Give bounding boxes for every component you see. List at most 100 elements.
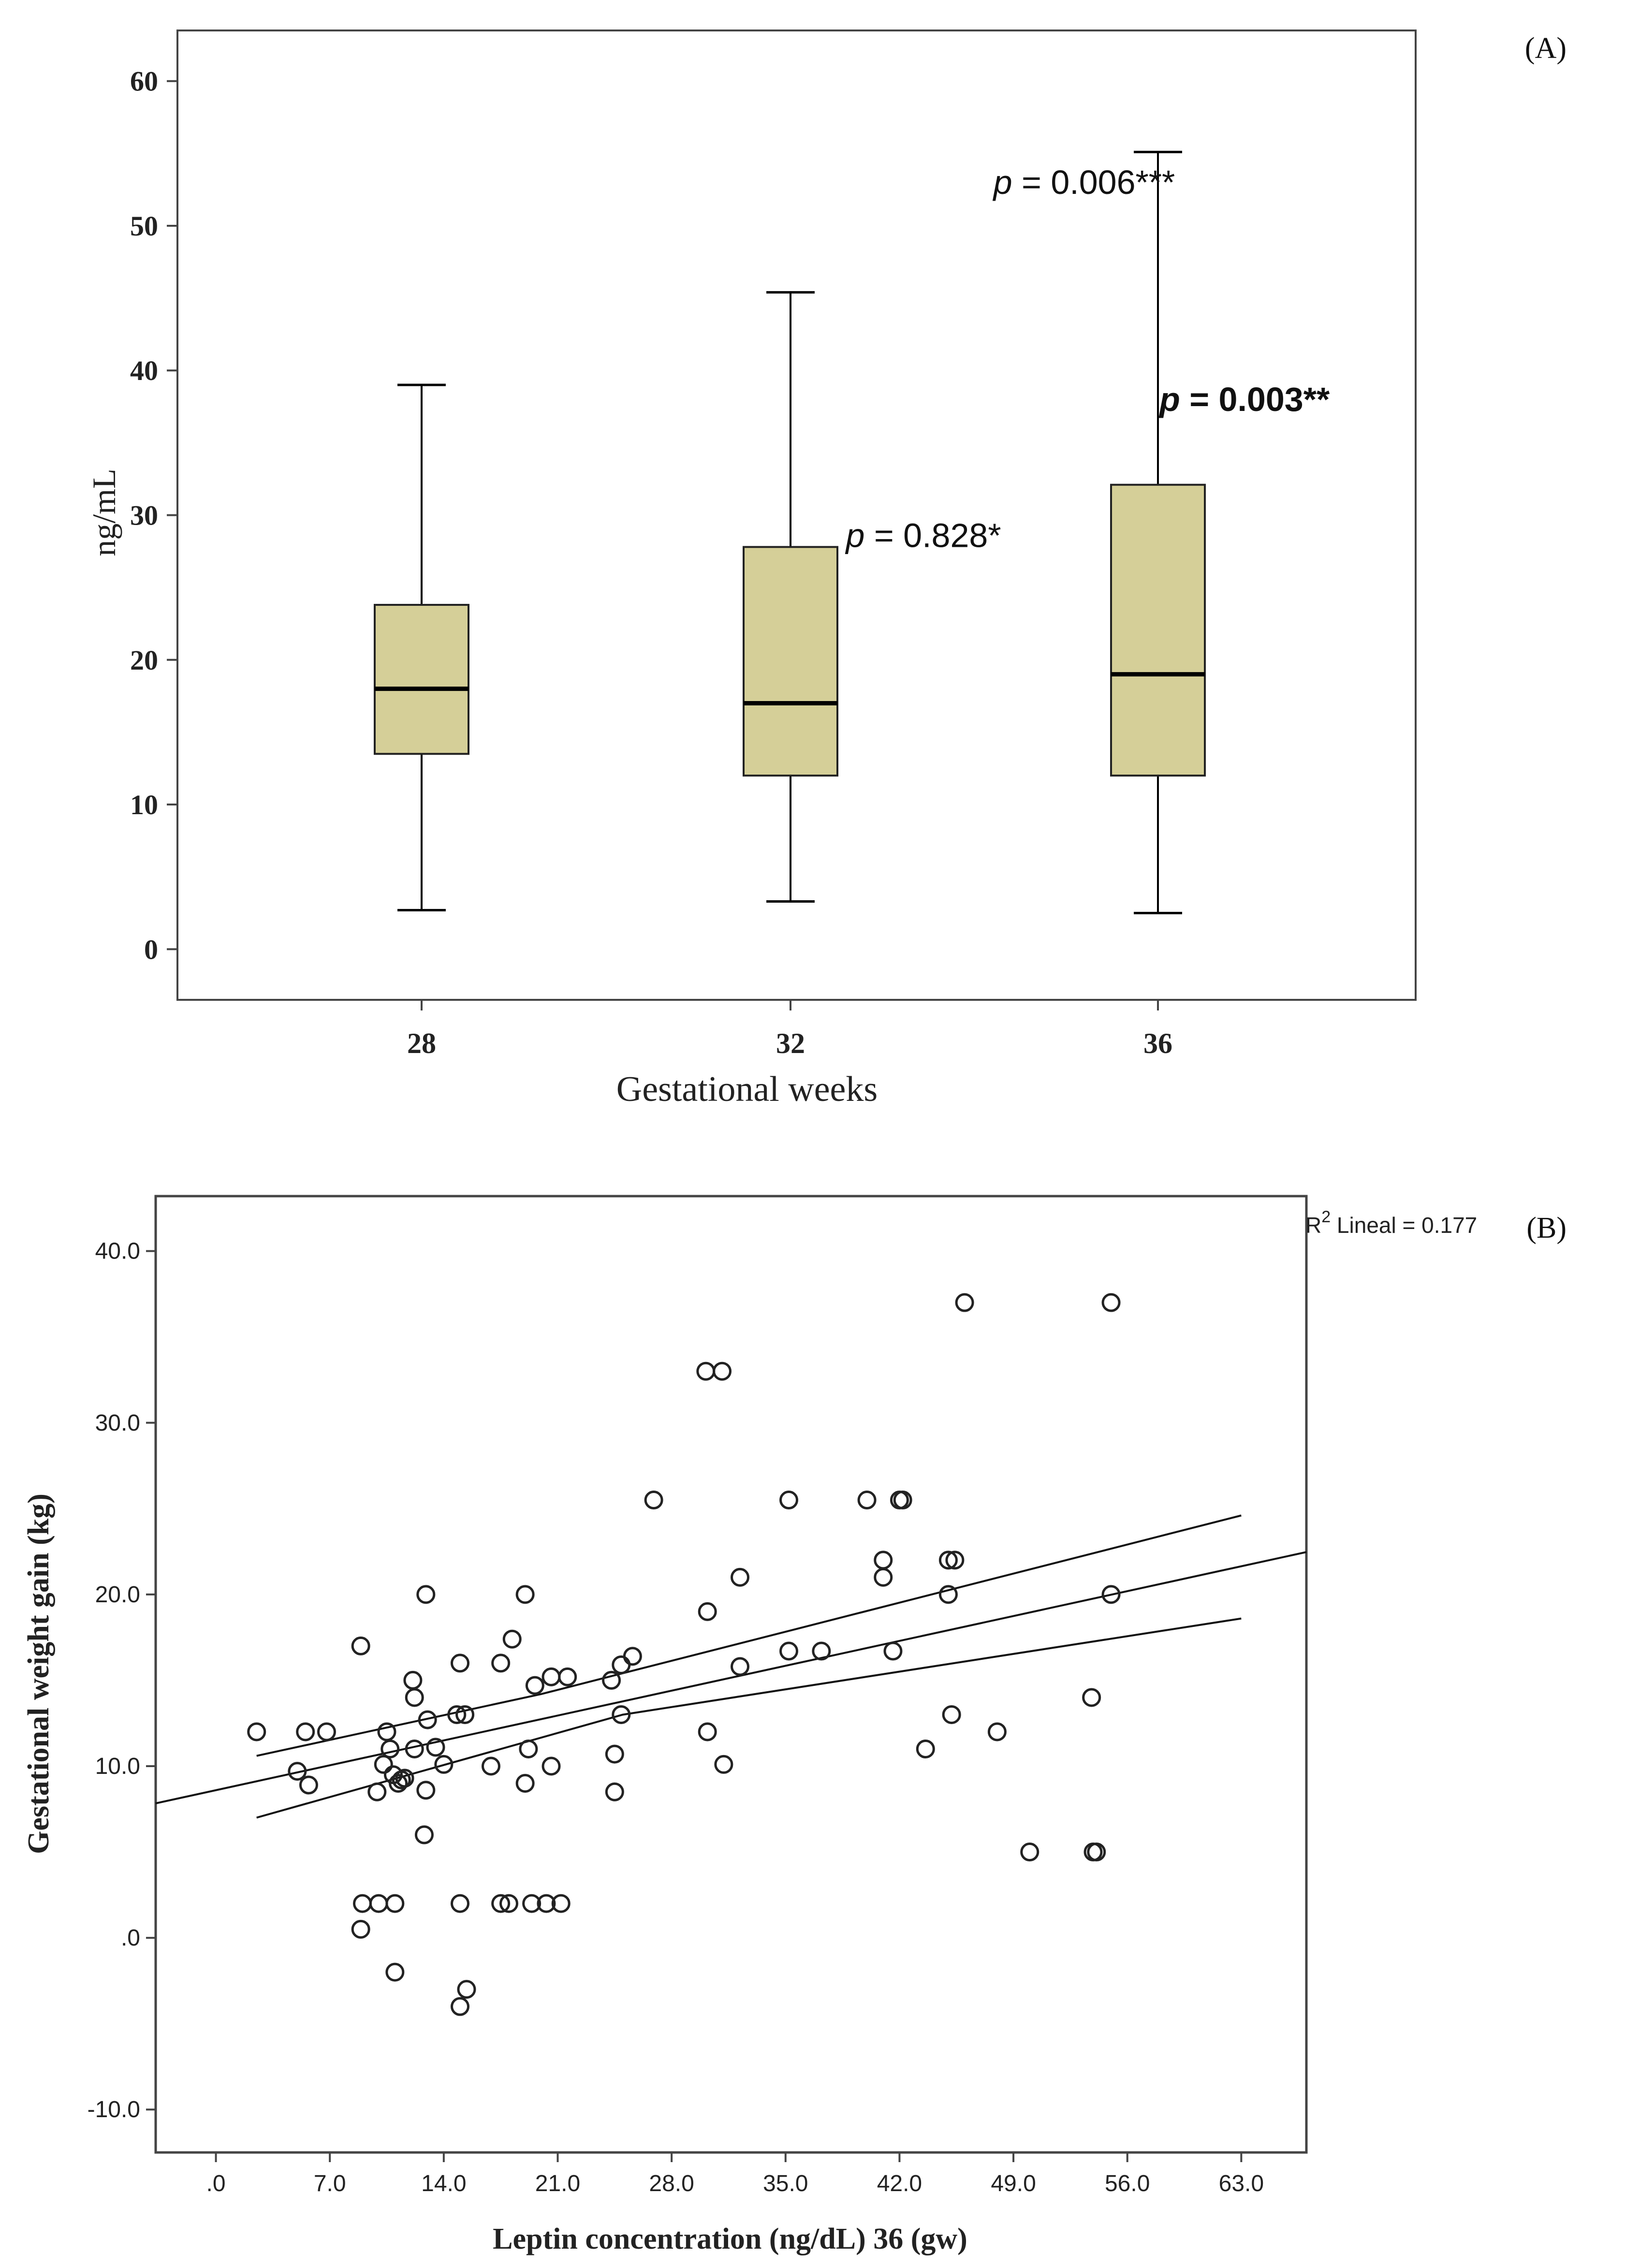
data-point [812,1641,831,1661]
data-point [434,1755,454,1774]
data-point [857,1491,877,1510]
data-point [447,1705,467,1724]
data-point [457,1980,476,1999]
panel-a-x-tick-label: 28 [407,1027,436,1059]
iqr-box [1110,483,1206,777]
panel-b-x-tick-label: .0 [206,2171,226,2196]
iqr-box [743,546,838,777]
data-point [522,1894,542,1913]
data-point [874,1567,893,1587]
data-point [374,1755,393,1774]
data-point [623,1647,642,1666]
data-point [351,1919,370,1939]
data-point [451,1997,470,2016]
panel-a-x-axis: 28 32 36 [407,1000,1172,1059]
data-point [377,1722,396,1741]
ci-upper-line [256,1514,1242,1757]
p-value-annotation: p = 0.828* [845,516,1001,554]
data-point [938,1551,958,1570]
box-36 [1110,150,1206,914]
data-point [367,1782,387,1801]
data-point [351,1636,370,1655]
data-point [499,1894,518,1913]
panel-b-x-axis: .0 7.0 14.0 21.0 28.0 35.0 42.0 49.0 56.0 63.0 [206,2152,1264,2196]
data-point [731,1657,750,1676]
data-point [502,1629,522,1649]
panel-b-x-tick-label: 28.0 [649,2171,694,2196]
panel-b-y-tick-label: 40.0 [95,1239,140,1264]
panel-a-y-tick-label: 0 [144,934,158,965]
data-point [317,1722,336,1741]
data-point [385,1962,405,1982]
data-point [605,1744,624,1764]
panel-b-x-tick-label: 35.0 [763,2171,808,2196]
panel-b-points [247,1293,1121,2016]
data-point [299,1775,318,1795]
data-point [698,1602,717,1621]
data-point [1087,1843,1106,1862]
data-point [731,1567,750,1587]
data-point [779,1641,799,1661]
data-point [426,1738,445,1757]
data-point [1082,1688,1101,1707]
panel-a-annotations: p = 0.828* p = 0.006*** p = 0.003** [845,163,1330,554]
data-point [381,1739,400,1758]
panel-a-y-tick-label: 50 [130,210,158,242]
panel-a-label: (A) [1525,32,1566,65]
box-28 [374,383,469,911]
data-point [525,1676,544,1695]
data-point [416,1585,436,1604]
panel-a-y-axis: 0 10 20 30 40 50 60 [130,66,177,965]
data-point [519,1739,538,1758]
data-point [542,1756,561,1776]
panel-b-y-axis: -10.0 .0 10.0 20.0 30.0 40.0 [88,1239,156,2122]
panel-b-x-axis-title: Leptin concentration (ng/dL) 36 (gw) [493,2223,967,2255]
panel-a-boxplot: 0 10 20 30 40 50 60 28 32 36 p = 0.828* p = 0.006… [86,29,1566,1109]
data-point [1101,1293,1121,1312]
data-point [955,1293,974,1312]
panel-a-x-axis-title: Gestational weeks [616,1069,878,1109]
data-point [515,1773,535,1793]
panel-b-y-axis-title: Gestational weight gain (kg) [22,1493,55,1854]
data-point [481,1756,500,1776]
panel-b-r2-label: R2 Lineal = 0.177 [1305,1208,1477,1238]
data-point [987,1722,1007,1741]
data-point [779,1491,799,1510]
panel-a-x-tick-label: 36 [1143,1027,1172,1059]
panel-b-y-tick-label: .0 [121,1925,140,1951]
panel-b-y-tick-label: 30.0 [95,1410,140,1436]
panel-a-y-tick-label: 10 [130,789,158,820]
panel-a-y-axis-title: ng/mL [86,468,122,556]
data-point [414,1825,434,1844]
panel-b-label: (B) [1526,1212,1566,1244]
data-point [537,1894,556,1913]
panel-b-scatter: -10.0 .0 10.0 20.0 30.0 40.0 .0 7.0 14.0 21.0 28.… [22,1195,1566,2255]
data-point [491,1894,511,1913]
data-point [1020,1843,1039,1862]
panel-a-x-tick-label: 32 [776,1027,805,1059]
iqr-box [374,604,469,755]
panel-b-x-tick-label: 56.0 [1105,2171,1150,2196]
panel-a-y-tick-label: 60 [130,66,158,97]
panel-a-y-tick-label: 20 [130,644,158,676]
panel-a-y-tick-label: 40 [130,355,158,386]
data-point [698,1722,717,1741]
data-point [644,1491,663,1510]
panel-b-x-tick-label: 63.0 [1219,2171,1264,2196]
data-point [712,1361,732,1381]
panel-b-y-tick-label: 20.0 [95,1582,140,1608]
data-point [558,1667,577,1686]
data-point [491,1653,511,1673]
panel-b-x-tick-label: 14.0 [421,2171,466,2196]
panel-b-y-tick-label: -10.0 [88,2097,140,2122]
data-point [916,1739,935,1758]
data-point [942,1705,961,1724]
p-value-annotation: p = 0.006*** [993,163,1175,201]
data-point [551,1894,571,1913]
panel-b-x-tick-label: 42.0 [877,2171,922,2196]
panel-b-frame [154,1195,1308,2154]
data-point [418,1710,437,1729]
box-32 [743,291,838,903]
data-point [416,1781,436,1800]
fit-line [155,1551,1307,1804]
